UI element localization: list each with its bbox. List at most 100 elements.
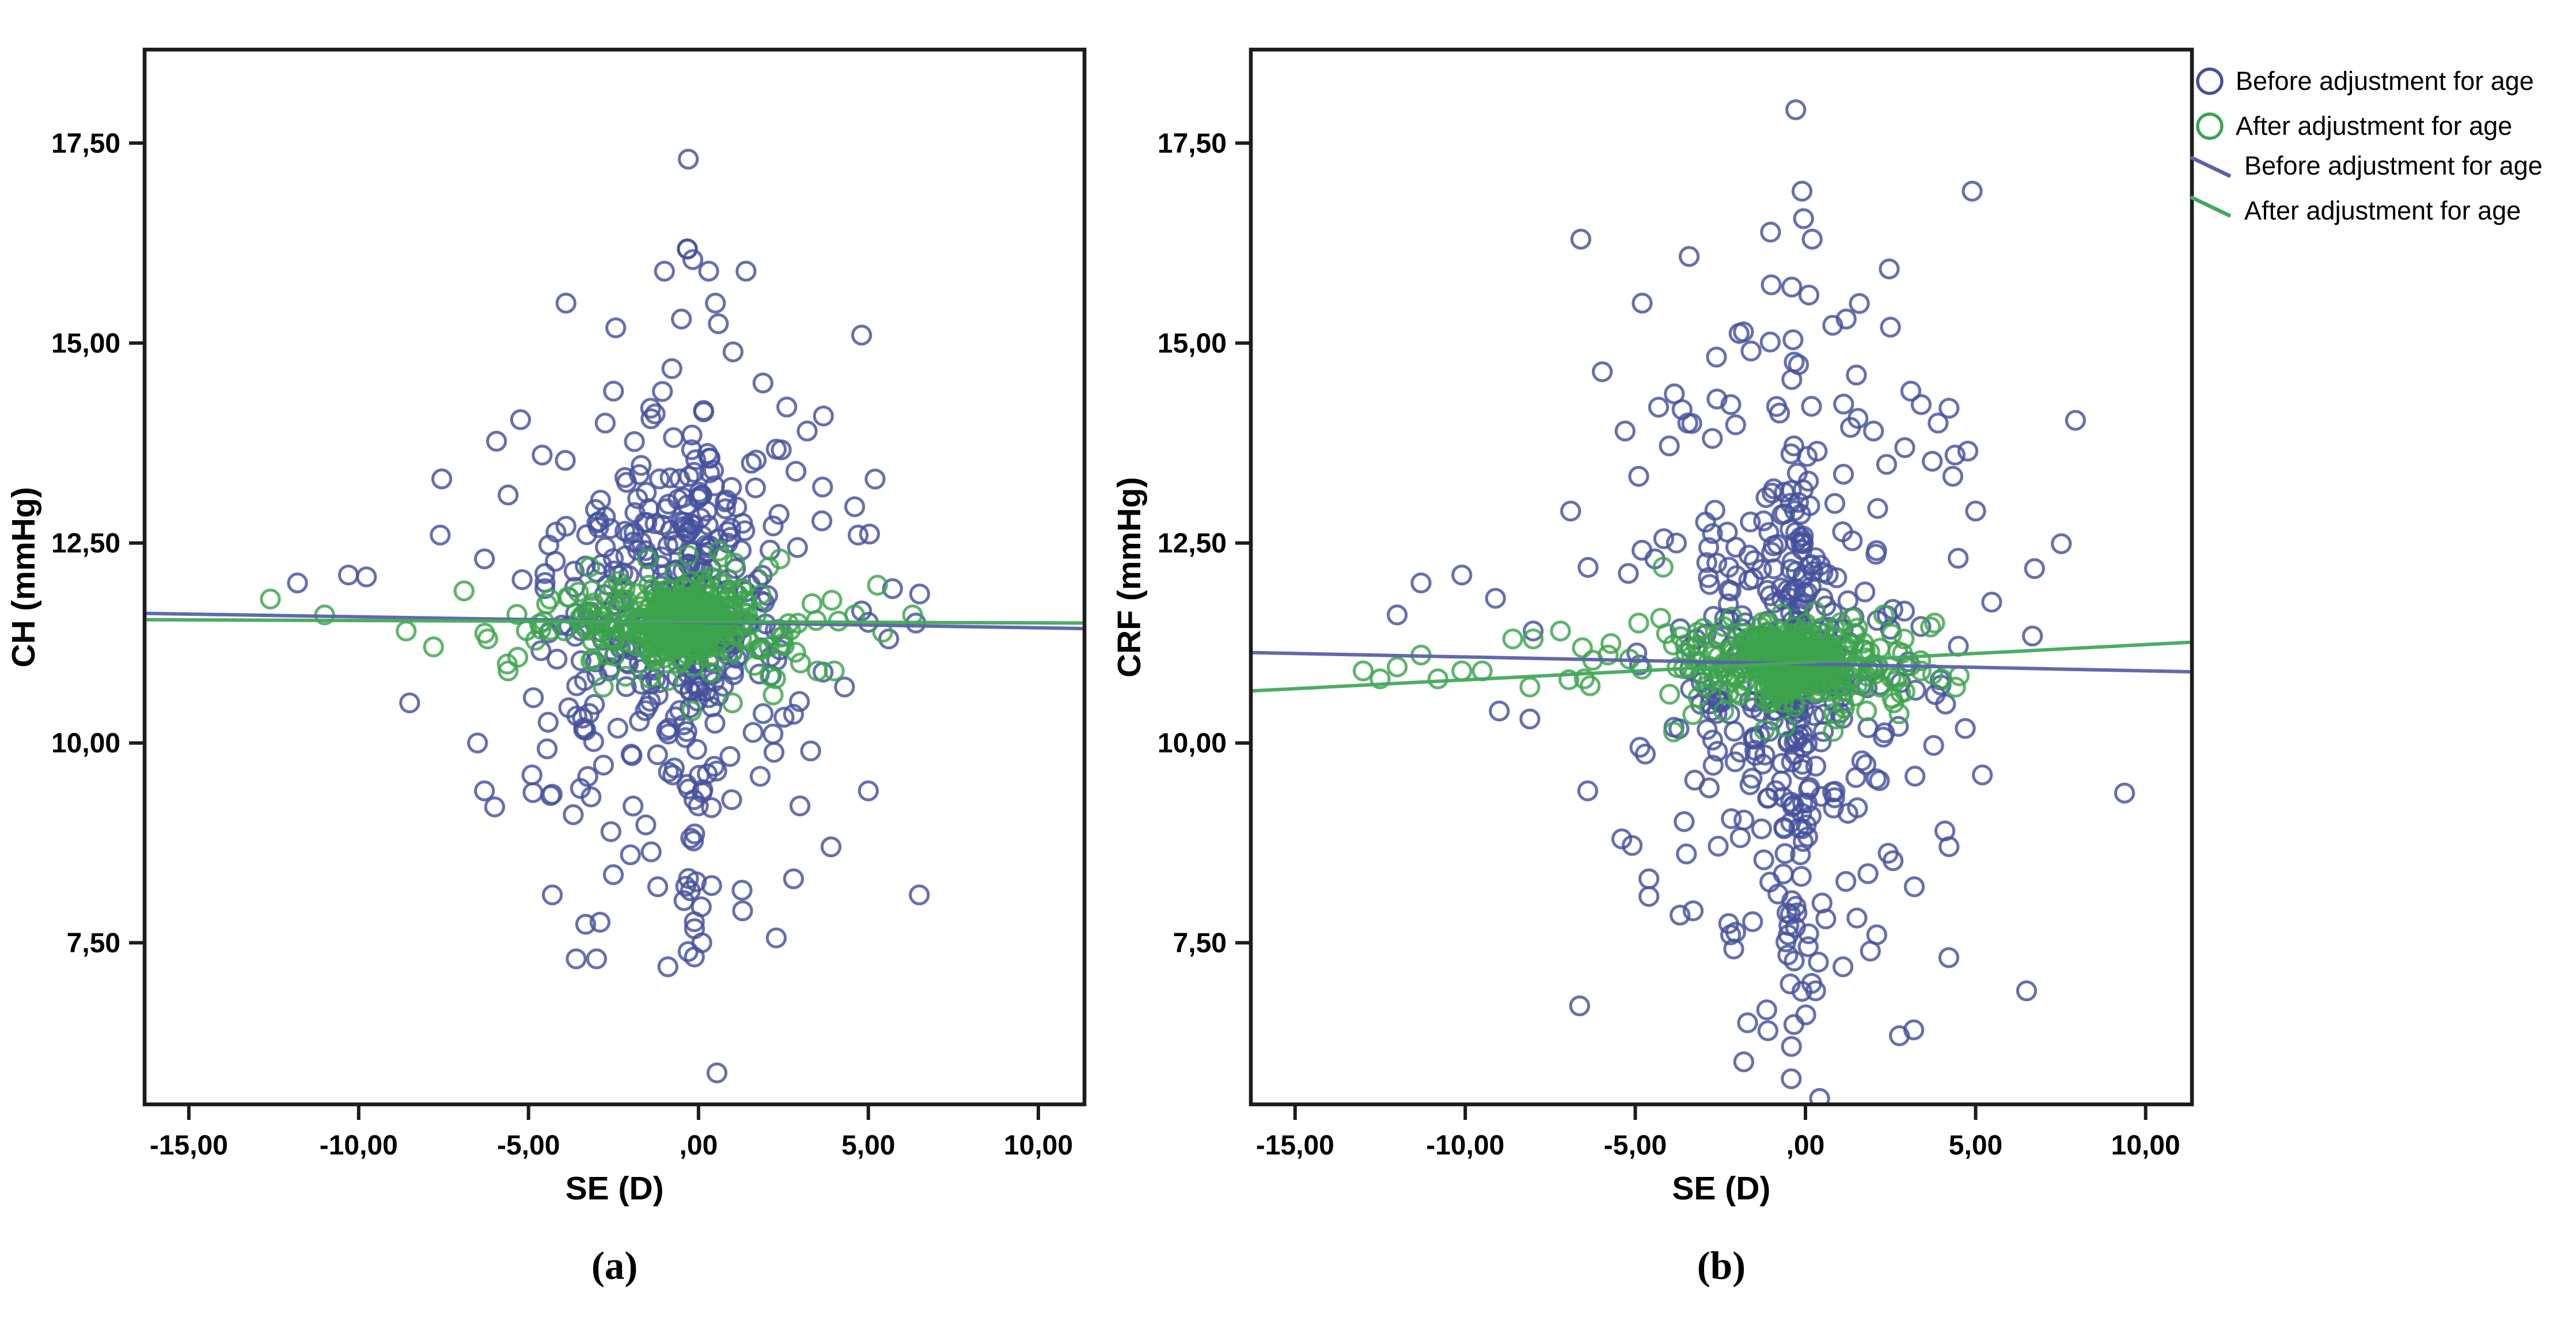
data-point xyxy=(776,396,798,418)
data-point xyxy=(1696,552,1717,573)
data-point xyxy=(600,518,621,539)
data-point xyxy=(1837,590,1858,611)
data-point xyxy=(1920,616,1941,638)
data-point xyxy=(657,670,679,691)
data-point xyxy=(1775,638,1797,660)
data-point xyxy=(1706,346,1727,368)
data-point xyxy=(1757,1020,1779,1042)
data-point xyxy=(1369,668,1391,690)
data-point xyxy=(752,372,773,393)
data-point xyxy=(693,401,715,423)
y-tick-label: 12,50 xyxy=(51,528,120,559)
data-point xyxy=(821,589,843,611)
data-point xyxy=(1799,777,1820,798)
data-point xyxy=(1771,752,1793,774)
data-point xyxy=(1938,398,1960,419)
data-point xyxy=(669,637,690,658)
data-point xyxy=(1796,446,1818,467)
data-point xyxy=(1938,947,1960,968)
data-point xyxy=(811,510,833,532)
data-point xyxy=(1832,956,1854,978)
data-point xyxy=(555,450,576,471)
data-point xyxy=(1671,399,1693,421)
data-point xyxy=(536,593,557,615)
data-point xyxy=(496,653,518,675)
data-point xyxy=(1485,588,1506,609)
data-point xyxy=(640,408,662,430)
data-point xyxy=(522,782,544,803)
data-point xyxy=(474,623,495,644)
data-point xyxy=(1678,246,1700,267)
data-point xyxy=(1834,698,1855,719)
data-point xyxy=(801,593,823,615)
data-point xyxy=(1519,708,1541,730)
data-point xyxy=(1727,682,1748,704)
data-point xyxy=(851,324,872,346)
data-point xyxy=(1628,465,1649,487)
data-point xyxy=(1788,491,1809,513)
data-point xyxy=(1965,500,1986,522)
data-point xyxy=(1845,767,1866,788)
data-point xyxy=(1824,493,1846,514)
data-point xyxy=(684,911,705,933)
data-point xyxy=(1767,533,1788,555)
data-point xyxy=(1755,487,1777,508)
data-point xyxy=(624,502,646,523)
data-point xyxy=(1699,574,1720,595)
data-point xyxy=(534,563,556,584)
data-point xyxy=(1903,876,1925,898)
data-point xyxy=(673,516,694,537)
legend-before-line-icon xyxy=(2190,156,2232,178)
data-point xyxy=(1869,770,1890,792)
data-point xyxy=(731,880,753,901)
data-point xyxy=(1777,944,1799,966)
data-point xyxy=(1962,180,1983,202)
data-point xyxy=(555,293,576,314)
data-point xyxy=(635,700,656,721)
data-point xyxy=(706,1062,728,1084)
data-point xyxy=(1781,1036,1802,1057)
data-point xyxy=(1774,626,1796,648)
data-point xyxy=(824,660,845,682)
data-point xyxy=(1783,1014,1805,1035)
data-point xyxy=(1767,883,1789,905)
data-point xyxy=(603,380,624,402)
data-point xyxy=(699,462,720,483)
data-point xyxy=(1910,616,1932,637)
data-point xyxy=(773,706,795,728)
data-point xyxy=(1924,612,1945,634)
data-point xyxy=(522,687,544,709)
data-point xyxy=(1663,721,1685,743)
data-point xyxy=(669,468,691,490)
panel-b-scatter-area xyxy=(1251,99,2192,1104)
data-point xyxy=(1698,537,1720,558)
data-point xyxy=(1785,99,1807,120)
data-point xyxy=(1577,556,1599,578)
data-point xyxy=(789,795,811,817)
data-point xyxy=(1761,274,1782,296)
x-tick-label: -5,00 xyxy=(497,1130,560,1161)
data-point xyxy=(1944,444,1966,466)
data-point xyxy=(762,515,784,537)
data-point xyxy=(1894,628,1915,650)
data-point xyxy=(1887,667,1909,688)
data-point xyxy=(1580,675,1601,696)
data-point xyxy=(1451,564,1473,586)
data-point xyxy=(1502,628,1523,650)
data-point xyxy=(1910,660,1932,682)
data-point xyxy=(1676,843,1697,865)
data-point xyxy=(1832,521,1853,543)
data-point xyxy=(750,590,772,612)
data-point xyxy=(541,884,563,906)
plot-border xyxy=(142,47,1087,1107)
data-point xyxy=(1666,532,1687,554)
data-point xyxy=(635,814,657,836)
data-point xyxy=(624,431,645,452)
data-point xyxy=(2016,980,2038,1002)
data-point xyxy=(1737,627,1759,649)
data-point xyxy=(1942,465,1964,487)
data-point xyxy=(579,556,601,578)
data-point xyxy=(1813,721,1834,743)
data-point xyxy=(1718,579,1740,601)
data-point xyxy=(589,911,611,933)
